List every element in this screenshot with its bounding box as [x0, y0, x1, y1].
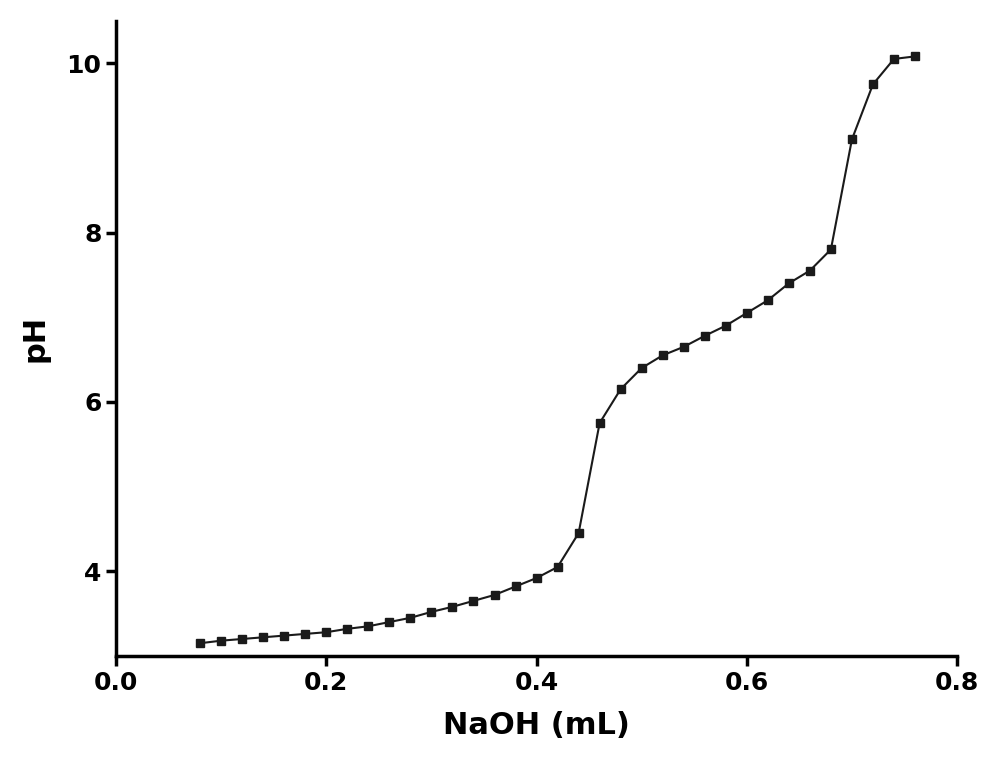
Y-axis label: pH: pH [21, 315, 50, 362]
X-axis label: NaOH (mL): NaOH (mL) [443, 712, 630, 740]
